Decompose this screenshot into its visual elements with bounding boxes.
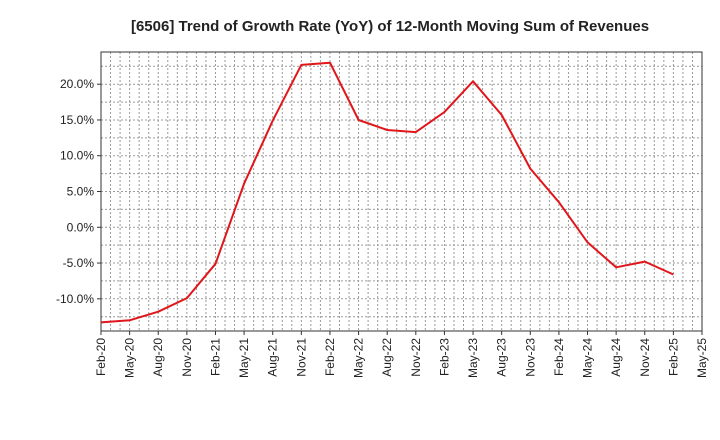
x-tick-label: Feb-22 <box>323 338 337 376</box>
x-tick-label: Feb-23 <box>437 338 451 376</box>
y-tick-label: -10.0% <box>56 292 94 306</box>
x-tick-label: Feb-21 <box>208 338 222 376</box>
x-tick-label: Nov-22 <box>409 338 423 377</box>
y-tick-label: 5.0% <box>67 185 95 199</box>
x-tick-label: Aug-22 <box>380 338 394 377</box>
x-tick-label: Aug-24 <box>609 338 623 377</box>
x-axis-ticks: Feb-20 May-20 Aug-20 Nov-20 Feb-21 May-21 Aug-… <box>94 331 709 378</box>
y-tick-label: 20.0% <box>60 77 94 91</box>
x-tick-label: May-20 <box>123 338 137 378</box>
x-tick-label: Aug-23 <box>495 338 509 377</box>
y-tick-label: -5.0% <box>63 256 95 270</box>
x-tick-label: May-25 <box>695 338 709 378</box>
x-tick-label: Feb-24 <box>552 338 566 376</box>
x-tick-label: Nov-20 <box>180 338 194 377</box>
x-tick-label: Aug-21 <box>266 338 280 377</box>
x-tick-label: May-22 <box>352 338 366 378</box>
x-tick-label: Nov-23 <box>523 338 537 377</box>
x-tick-label: Feb-20 <box>94 338 108 376</box>
x-tick-label: Aug-20 <box>151 338 165 377</box>
chart-title: [6506] Trend of Growth Rate (YoY) of 12-… <box>131 18 649 35</box>
y-axis-ticks: 20.0% 15.0% 10.0% 5.0% 0.0% -5.0% -10.0% <box>56 77 101 306</box>
series-line <box>100 61 674 324</box>
series-layer <box>100 61 674 324</box>
grid <box>101 52 702 331</box>
x-tick-label: Nov-24 <box>638 338 652 377</box>
x-tick-label: Feb-25 <box>666 338 680 376</box>
x-tick-label: May-23 <box>466 338 480 378</box>
x-tick-label: May-24 <box>581 338 595 378</box>
y-tick-label: 0.0% <box>67 220 95 234</box>
y-tick-label: 15.0% <box>60 113 94 127</box>
x-tick-label: Nov-21 <box>294 338 308 377</box>
x-tick-label: May-21 <box>237 338 251 378</box>
y-tick-label: 10.0% <box>60 149 94 163</box>
